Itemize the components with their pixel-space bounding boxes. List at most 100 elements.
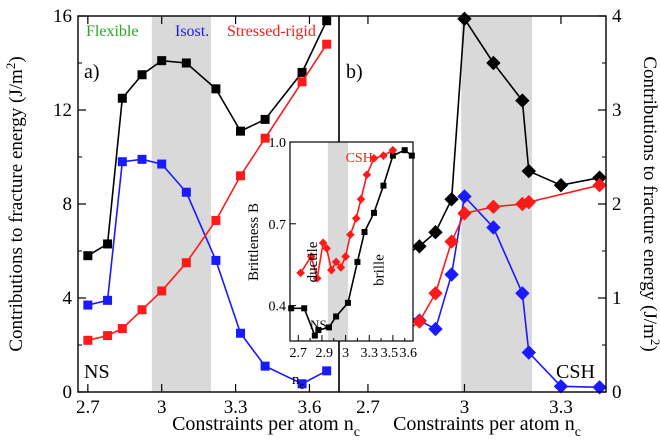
region-label-stressed-rigid: Stressed-rigid <box>227 23 316 40</box>
ns-series-0 <box>83 16 332 261</box>
ns-series-1-point-6 <box>211 255 221 265</box>
inset-x-tick-label: 2.9 <box>316 346 334 361</box>
csh-series-0 <box>396 11 607 263</box>
ns-y-tick-label: 8 <box>63 194 73 215</box>
region-label-flexible: Flexible <box>86 23 138 40</box>
ns-x-tick-label: 3 <box>157 397 167 418</box>
ns-series-2-point-1 <box>103 331 113 341</box>
ns-series-0-point-3 <box>137 70 147 80</box>
inset-series-0-point-10 <box>380 182 387 189</box>
ns-series-1-point-0 <box>83 300 93 310</box>
inset-series-1-point-11 <box>356 194 366 204</box>
ns-series-2-point-6 <box>211 215 221 225</box>
inset-series-1-point-7 <box>336 263 346 272</box>
inset-series-0-point-8 <box>361 228 368 235</box>
csh-series-1-point-9 <box>592 380 607 395</box>
csh-series-2-point-1 <box>412 314 427 329</box>
ns-shaded-region <box>151 16 211 392</box>
csh-series-0-point-5 <box>486 55 501 71</box>
ns-y-tick-label: 12 <box>53 100 72 121</box>
ns-series-0-point-9 <box>297 67 307 77</box>
ns-series-0-point-4 <box>157 56 167 66</box>
inset-series-0-point-12 <box>401 147 408 154</box>
inset-plot-frame <box>289 141 414 342</box>
ns-series-1-point-5 <box>181 187 191 197</box>
csh-series-0-point-6 <box>515 93 530 108</box>
ns-series-0-point-6 <box>211 84 221 94</box>
ns-series-1-point-1 <box>103 295 113 305</box>
inset-label-brittle: brille <box>371 254 387 286</box>
csh-series-2-point-4 <box>457 206 472 221</box>
inset-series-0-point-5 <box>333 313 340 320</box>
inset-series-0-point-11 <box>389 152 396 159</box>
csh-series-0-point-7 <box>521 163 536 179</box>
csh-series-0-point-9 <box>592 170 607 185</box>
ns-series-1-point-8 <box>260 361 270 371</box>
ns-x-tick-label: 3.6 <box>298 397 322 418</box>
ns-series-1-point-10 <box>322 366 332 376</box>
inset-series-1 <box>296 145 398 283</box>
csh-series-2-point-7 <box>521 194 536 210</box>
inset-x-tick-label: 3.5 <box>381 346 399 361</box>
inset-y-tick-label: 1.0 <box>269 136 287 151</box>
csh-series-1-point-6 <box>515 286 530 301</box>
ns-series-0-point-2 <box>117 93 127 103</box>
csh-series-0-point-1 <box>412 239 427 254</box>
inset-series-0-point-1 <box>301 305 308 312</box>
inset-series-1-line <box>299 149 394 279</box>
inset-series-1-point-6 <box>331 257 341 267</box>
inset-x-axis-label: nc <box>292 372 305 392</box>
ns-panel-label: a) <box>84 61 100 83</box>
ns-series-2-point-2 <box>117 324 127 334</box>
csh-series-1-point-8 <box>553 379 569 394</box>
ns-series-2-point-0 <box>83 335 93 345</box>
ns-series-2-point-8 <box>260 133 270 143</box>
inset-series-0-point-7 <box>354 258 361 265</box>
inset-series-0-point-3 <box>315 327 322 334</box>
csh-y-tick-label: 2 <box>612 194 622 215</box>
ns-series-0-point-7 <box>236 126 246 136</box>
ns-series-2-point-5 <box>181 258 191 268</box>
ns-series-1-point-9 <box>297 379 307 389</box>
inset-series-1-point-9 <box>345 230 355 240</box>
csh-series-2-point-3 <box>444 234 459 249</box>
ns-series-2-point-7 <box>236 171 246 181</box>
csh-x-axis-label: Constraints per atom nc <box>393 413 581 440</box>
inset-series-0-point-4 <box>326 324 333 331</box>
inset-series-1-point-10 <box>351 214 361 223</box>
inset-series-0-point-9 <box>370 209 377 216</box>
ns-y-tick-label: 16 <box>53 6 72 27</box>
inset-series-0-point-0 <box>288 305 295 312</box>
inset-series-1-point-13 <box>369 154 379 163</box>
csh-y-tick-label: 1 <box>612 288 622 309</box>
csh-series-1-line <box>403 194 600 389</box>
ns-x-axis-label: Constraints per atom nc <box>172 413 360 440</box>
inset-series-1-point-1 <box>306 252 316 261</box>
inset-series-1-point-2 <box>312 273 322 283</box>
csh-x-tick-label: 2.7 <box>356 397 380 418</box>
csh-series-1-point-2 <box>428 321 443 337</box>
ns-series-2-point-3 <box>137 305 147 315</box>
inset-y-axis-label: Brittleness B <box>246 203 262 281</box>
inset-x-tick-label: 3 <box>342 346 349 361</box>
inset-x-tick-label: 3.3 <box>360 346 378 361</box>
inset-series-1-point-3 <box>318 238 328 248</box>
ns-series-1-point-2 <box>117 157 127 167</box>
csh-series-1-point-7 <box>521 345 536 360</box>
ns-series-0-point-1 <box>103 239 113 249</box>
csh-panel-label: b) <box>346 61 363 83</box>
inset-series-1-point-14 <box>379 151 388 160</box>
inset-series-1-point-5 <box>327 265 336 275</box>
inset-label-csh: CSH <box>346 151 373 166</box>
ns-series-2 <box>83 39 332 345</box>
inset-background <box>290 142 413 341</box>
csh-y-tick-label: 4 <box>612 6 622 27</box>
inset-series-1-point-15 <box>388 145 398 155</box>
inset-x-tick-label: 2.7 <box>290 346 308 361</box>
ns-x-tick-label: 3.3 <box>224 397 248 418</box>
ns-series-2-point-9 <box>297 77 307 87</box>
ns-series-1-point-7 <box>236 328 246 338</box>
csh-series-1-point-5 <box>486 220 501 235</box>
csh-y-axis-label: Contributions to fracture energy (J/m2) <box>639 56 660 351</box>
